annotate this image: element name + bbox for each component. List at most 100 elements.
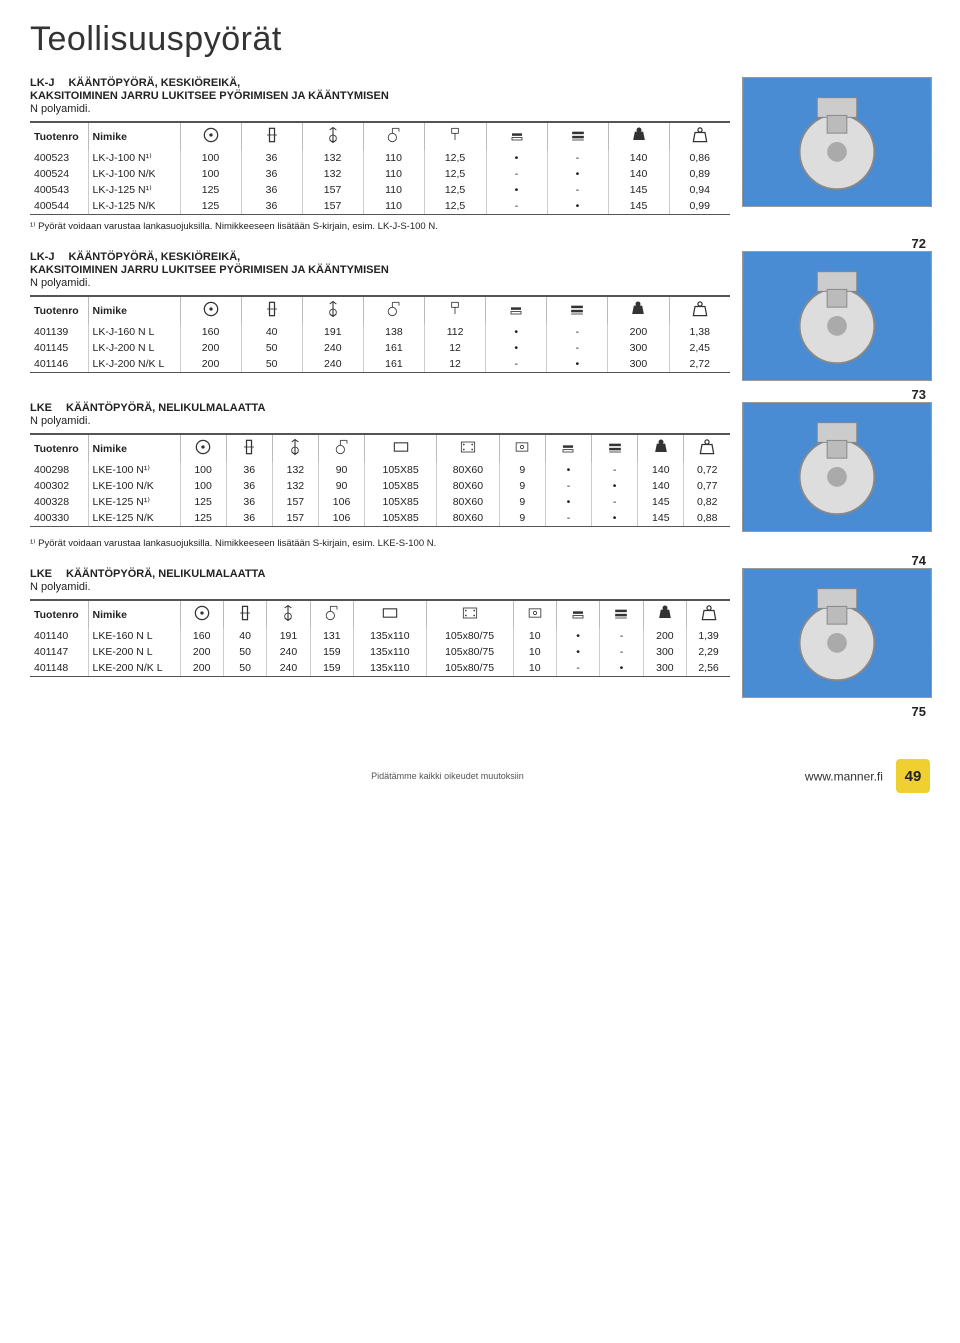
table-cell: LKE-200 N L — [88, 644, 180, 660]
table-cell: 159 — [310, 660, 353, 676]
wheel-width-icon — [241, 123, 302, 150]
table-cell: 100 — [180, 150, 241, 166]
table-cell: 12 — [425, 356, 486, 372]
table-cell: 0,86 — [669, 150, 730, 166]
section-index: 74 — [30, 553, 930, 568]
product-heading: LKEKÄÄNTÖPYÖRÄ, NELIKULMALAATTA — [30, 402, 730, 414]
plate-size-icon — [365, 435, 437, 462]
table-cell: 400328 — [30, 494, 88, 510]
table-cell: 125 — [180, 182, 241, 198]
table-cell: 400302 — [30, 478, 88, 494]
table-cell: 36 — [226, 510, 272, 526]
product-title: KÄÄNTÖPYÖRÄ, KESKIÖREIKÄ, — [68, 77, 240, 89]
table-cell: 400523 — [30, 150, 88, 166]
weight-icon — [687, 601, 730, 628]
product-table: TuotenroNimike400523LK-J-100 N¹⁾10036132… — [30, 121, 730, 215]
table-cell: • — [545, 494, 591, 510]
table-cell: 200 — [180, 644, 223, 660]
table-cell: 400524 — [30, 166, 88, 182]
product-image — [742, 402, 932, 532]
table-cell: 2,72 — [669, 356, 730, 372]
bolt-pattern-icon — [426, 601, 513, 628]
product-image — [742, 568, 932, 698]
table-cell: 36 — [241, 198, 302, 214]
table-cell: 12,5 — [424, 150, 486, 166]
table-cell: • — [486, 182, 547, 198]
brake-type1-icon — [486, 297, 547, 324]
table-cell: 1,39 — [687, 628, 730, 644]
product-title: KÄÄNTÖPYÖRÄ, NELIKULMALAATTA — [66, 402, 265, 414]
brake-type1-icon — [545, 435, 591, 462]
table-cell: • — [556, 628, 599, 644]
bolt-dia-icon — [513, 601, 556, 628]
table-cell: 10 — [513, 644, 556, 660]
table-cell: 125 — [180, 510, 226, 526]
table-cell: • — [486, 340, 547, 356]
table-cell: 132 — [302, 166, 363, 182]
brake-type2-icon — [547, 297, 608, 324]
footer-url: www.manner.fi — [805, 770, 883, 784]
product-section: LK-JKÄÄNTÖPYÖRÄ, KESKIÖREIKÄ,KAKSITOIMIN… — [30, 251, 930, 381]
table-row: 400544LK-J-125 N/K1253615711012,5-•1450,… — [30, 198, 730, 214]
product-title2: KAKSITOIMINEN JARRU LUKITSEE PYÖRIMISEN … — [30, 90, 730, 102]
table-cell: - — [600, 628, 643, 644]
load-capacity-icon — [638, 435, 684, 462]
table-cell: 300 — [643, 644, 686, 660]
weight-icon — [669, 123, 730, 150]
wheel-dia-icon — [180, 123, 241, 150]
table-cell: 240 — [302, 356, 363, 372]
col-nimike: Nimike — [88, 435, 180, 462]
weight-icon — [669, 297, 730, 324]
table-cell: 80X60 — [437, 478, 500, 494]
table-cell: 90 — [318, 462, 364, 478]
offset-icon — [310, 601, 353, 628]
wheel-width-icon — [241, 297, 302, 324]
brake-type1-icon — [486, 123, 547, 150]
table-cell: 90 — [318, 478, 364, 494]
page-title: Teollisuuspyörät — [30, 20, 930, 59]
offset-icon — [363, 123, 424, 150]
table-cell: 50 — [241, 356, 302, 372]
table-cell: - — [547, 340, 608, 356]
section-index: 75 — [30, 704, 930, 719]
table-cell: 100 — [180, 462, 226, 478]
table-cell: 36 — [226, 494, 272, 510]
table-row: 401148LKE-200 N/K L20050240159135x110105… — [30, 660, 730, 676]
table-cell: - — [486, 356, 547, 372]
table-cell: 160 — [180, 628, 223, 644]
table-cell: • — [547, 356, 608, 372]
table-cell: 36 — [241, 150, 302, 166]
bolt-hole-icon — [424, 123, 486, 150]
product-section: LKEKÄÄNTÖPYÖRÄ, NELIKULMALAATTAN polyami… — [30, 568, 930, 698]
table-cell: LK-J-125 N¹⁾ — [88, 182, 180, 198]
table-cell: 200 — [643, 628, 686, 644]
table-cell: 105x80/75 — [426, 628, 513, 644]
product-title2: KAKSITOIMINEN JARRU LUKITSEE PYÖRIMISEN … — [30, 264, 730, 276]
table-cell: 132 — [272, 478, 318, 494]
footnote: ¹⁾ Pyörät voidaan varustaa lankasuojuksi… — [30, 221, 930, 232]
table-cell: 140 — [638, 478, 684, 494]
wheel-dia-icon — [180, 297, 241, 324]
table-cell: 132 — [272, 462, 318, 478]
table-cell: 200 — [608, 324, 669, 340]
table-cell: 100 — [180, 166, 241, 182]
plate-size-icon — [354, 601, 427, 628]
product-heading: LK-JKÄÄNTÖPYÖRÄ, KESKIÖREIKÄ, — [30, 77, 730, 89]
table-cell: 2,29 — [687, 644, 730, 660]
table-cell: 36 — [241, 166, 302, 182]
table-cell: 161 — [363, 340, 424, 356]
table-cell: 140 — [638, 462, 684, 478]
footer-disclaimer: Pidätämme kaikki oikeudet muutoksiin — [90, 771, 805, 781]
table-cell: 110 — [363, 150, 424, 166]
table-cell: 110 — [363, 182, 424, 198]
table-cell: LK-J-160 N L — [88, 324, 180, 340]
table-cell: 0,99 — [669, 198, 730, 214]
product-heading: LKEKÄÄNTÖPYÖRÄ, NELIKULMALAATTA — [30, 568, 730, 580]
footer: Pidätämme kaikki oikeudet muutoksiin www… — [0, 759, 960, 813]
table-cell: 0,77 — [684, 478, 730, 494]
product-subtitle: N polyamidi. — [30, 277, 730, 289]
table-cell: - — [547, 182, 608, 198]
table-cell: - — [592, 494, 638, 510]
table-cell: 12,5 — [424, 182, 486, 198]
table-cell: - — [556, 660, 599, 676]
